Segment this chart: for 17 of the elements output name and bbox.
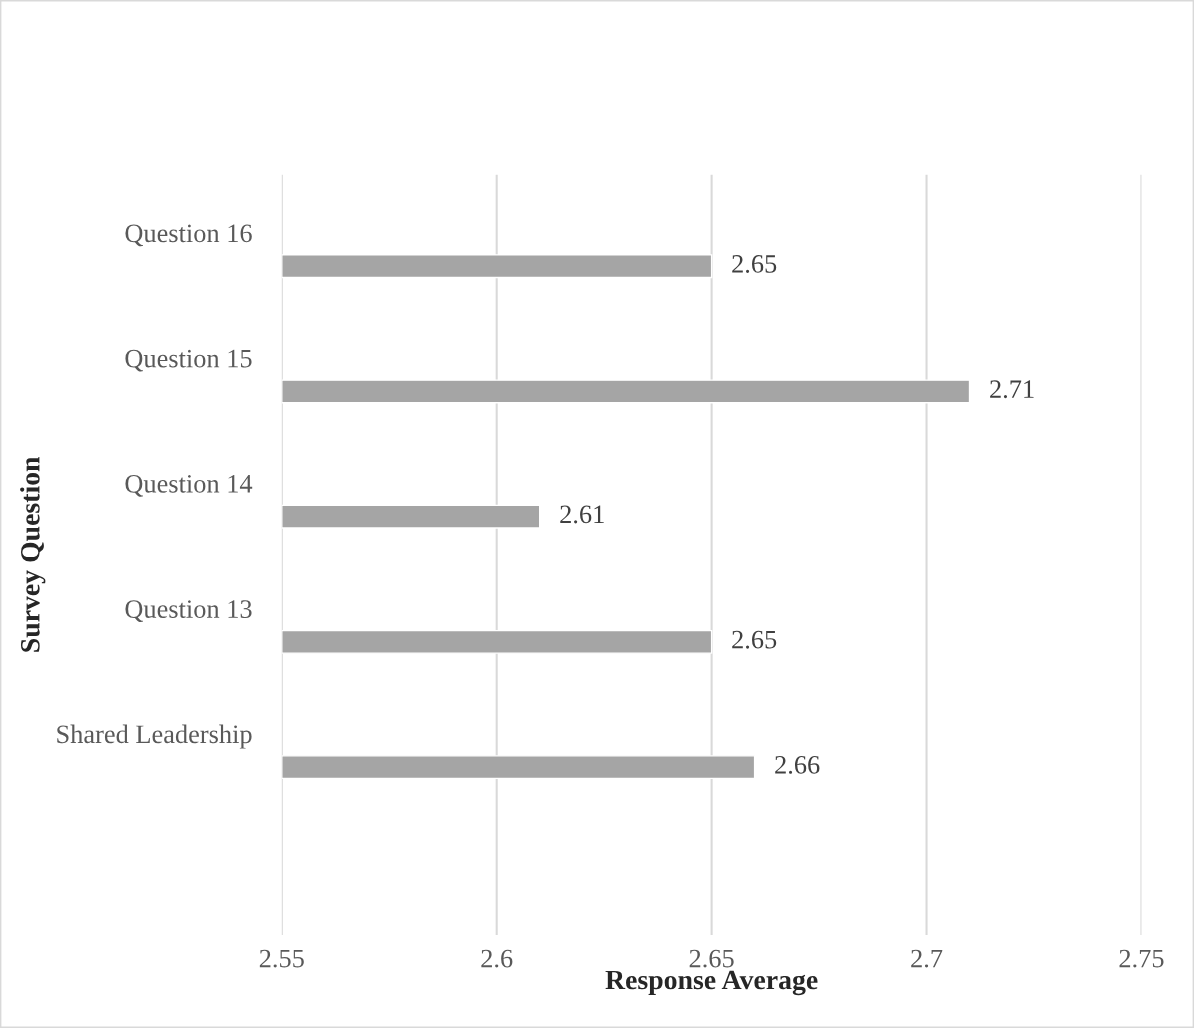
y-tick-label: Question 14 [125,474,253,497]
data-label: 2.71 [990,380,1034,399]
data-label: 2.65 [732,630,777,649]
data-label: 2.61 [560,505,604,524]
data-label: 2.65 [732,255,777,273]
x-tick-label: 2.55 [259,949,304,968]
data-label: 2.66 [775,756,820,774]
x-tick-label: 2.7 [911,949,943,968]
y-tick-label: Question 13 [125,600,252,622]
y-tick-label: Question 15 [125,349,252,372]
x-axis-title: Response Average [605,970,818,996]
y-tick-label: Shared Leadership [57,724,252,749]
y-tick-label: Question 16 [125,224,252,247]
x-tick-label: 2.65 [689,949,734,968]
y-axis-title: Survey Question [20,456,46,652]
x-tick-label: 2.6 [481,949,513,968]
x-tick-label: 2.75 [1119,949,1164,968]
